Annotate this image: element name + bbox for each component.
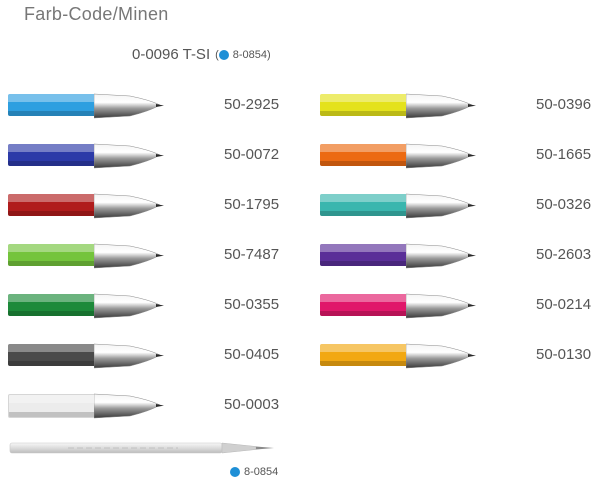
color-code: 50-0003 bbox=[224, 396, 280, 413]
pen-50-0003 bbox=[8, 392, 164, 420]
color-code: 50-0355 bbox=[224, 296, 280, 313]
pen-body bbox=[8, 94, 96, 116]
chrome-tip-icon bbox=[94, 93, 164, 119]
color-code: 50-0214 bbox=[536, 296, 592, 313]
chrome-tip-icon bbox=[406, 193, 476, 219]
pen-50-0396 bbox=[320, 92, 476, 120]
color-code: 50-0326 bbox=[536, 196, 592, 213]
pen-body bbox=[8, 344, 96, 366]
model-header: 0-0096 T-SI ( 8-0854) bbox=[132, 46, 271, 63]
chrome-tip-icon bbox=[406, 143, 476, 169]
refill-code-label: 8-0854 bbox=[230, 466, 278, 478]
pen-50-0326 bbox=[320, 192, 476, 220]
pen-50-1795 bbox=[8, 192, 164, 220]
refill-reference: ( 8-0854) bbox=[215, 48, 271, 61]
pen-body bbox=[320, 144, 408, 166]
pen-body bbox=[8, 194, 96, 216]
pen-50-0405 bbox=[8, 342, 164, 370]
color-code: 50-2603 bbox=[536, 246, 592, 263]
color-code: 50-0130 bbox=[536, 346, 592, 363]
pen-body bbox=[8, 394, 98, 418]
color-code: 50-0405 bbox=[224, 346, 280, 363]
color-code: 50-0396 bbox=[536, 96, 592, 113]
chrome-tip-icon bbox=[406, 293, 476, 319]
pen-50-1665 bbox=[320, 142, 476, 170]
refill-dot-icon bbox=[230, 467, 240, 477]
refill-dot-icon bbox=[218, 49, 229, 60]
pen-body bbox=[8, 294, 96, 316]
chrome-tip-icon bbox=[406, 343, 476, 369]
color-code: 50-0072 bbox=[224, 146, 280, 163]
chrome-tip-icon bbox=[94, 393, 164, 419]
color-code: 50-1795 bbox=[224, 196, 280, 213]
pen-body bbox=[320, 94, 408, 116]
chrome-tip-icon bbox=[94, 243, 164, 269]
pen-50-0130 bbox=[320, 342, 476, 370]
chrome-tip-icon bbox=[94, 193, 164, 219]
pen-50-0072 bbox=[8, 142, 164, 170]
page-title: Farb-Code/Minen bbox=[24, 4, 169, 24]
chrome-tip-icon bbox=[94, 143, 164, 169]
pen-body bbox=[8, 144, 96, 166]
chrome-tip-icon bbox=[94, 343, 164, 369]
pen-50-2603 bbox=[320, 242, 476, 270]
pen-body bbox=[320, 344, 408, 366]
pen-50-7487 bbox=[8, 242, 164, 270]
pen-body bbox=[320, 244, 408, 266]
color-code: 50-7487 bbox=[224, 246, 280, 263]
chrome-tip-icon bbox=[406, 93, 476, 119]
refill-image bbox=[9, 442, 274, 454]
pen-body bbox=[8, 244, 96, 266]
model-number: 0-0096 T-SI bbox=[132, 46, 211, 63]
chrome-tip-icon bbox=[406, 243, 476, 269]
color-code: 50-2925 bbox=[224, 96, 280, 113]
color-code: 50-1665 bbox=[536, 146, 592, 163]
pen-50-2925 bbox=[8, 92, 164, 120]
pen-body bbox=[320, 194, 408, 216]
chrome-tip-icon bbox=[94, 293, 164, 319]
pen-body bbox=[320, 294, 408, 316]
pen-50-0214 bbox=[320, 292, 476, 320]
pen-50-0355 bbox=[8, 292, 164, 320]
